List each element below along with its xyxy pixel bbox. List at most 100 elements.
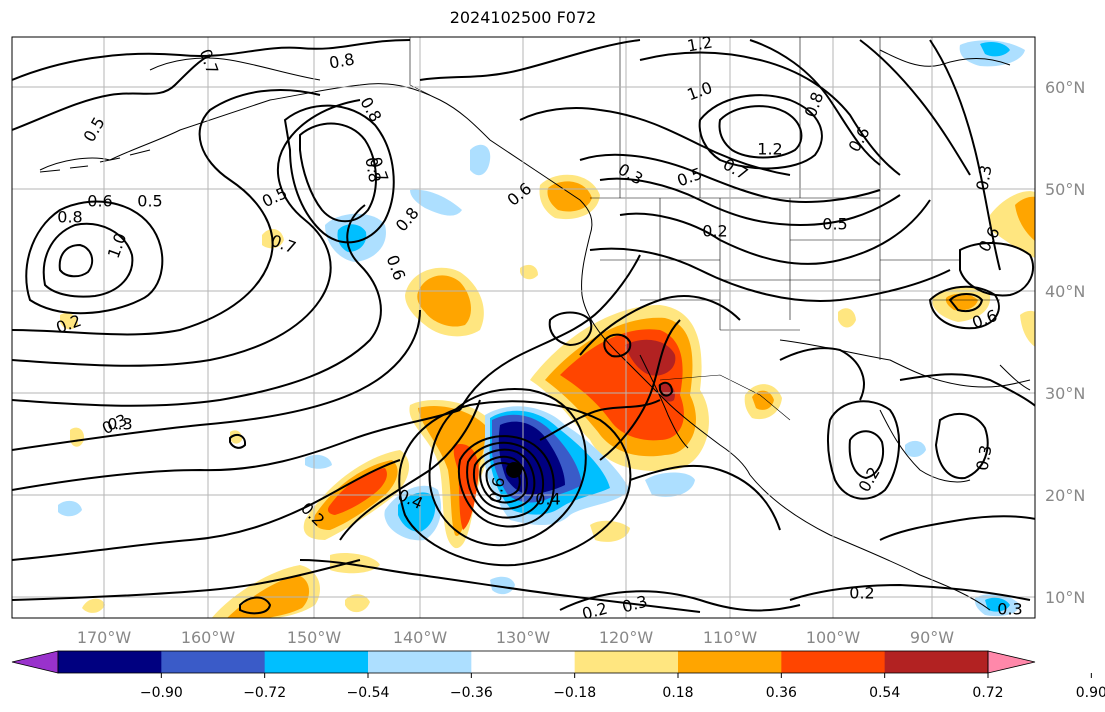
anomaly-orange — [1015, 196, 1035, 242]
colorbar-frame — [57, 650, 989, 674]
longitude-tick-label: 170°W — [77, 628, 132, 647]
anomaly-yellow — [1020, 310, 1035, 347]
contour-line — [12, 409, 461, 491]
canada-province — [619, 37, 881, 198]
anomaly-red — [327, 468, 387, 515]
latitude-tick-label: 30°N — [1045, 384, 1085, 403]
contour-line — [548, 311, 593, 347]
contour-line — [299, 559, 701, 613]
anomaly-light-blue — [470, 144, 491, 176]
contour-line — [12, 99, 361, 367]
contour-line — [339, 399, 481, 541]
colorbar-tick-label: 0.90 — [1076, 685, 1105, 701]
contour-line — [12, 559, 361, 601]
contour-line — [579, 295, 741, 356]
colorbar-tick-label: −0.72 — [243, 685, 286, 701]
anomaly-cyan — [398, 492, 436, 532]
latitude-tick-label: 50°N — [1045, 180, 1085, 199]
anomaly-yellow — [230, 430, 243, 444]
contour-line — [473, 448, 536, 510]
anomaly-yellow — [520, 264, 538, 280]
contour-line — [459, 254, 641, 411]
contour-line — [718, 105, 803, 159]
contour-line — [789, 583, 1031, 601]
longitude-tick-label: 90°W — [910, 628, 954, 647]
latitude-labels: 60°N 50°N 40°N 30°N 20°N 10°N — [1045, 78, 1085, 607]
contour-label: 0.3 — [972, 164, 995, 192]
colorbar-extend-high — [987, 650, 1036, 674]
contour-line — [599, 319, 681, 461]
contours — [12, 39, 1035, 615]
longitude-labels: 170°W 160°W 150°W 140°W 130°W 120°W 110°W 100°W… — [77, 628, 954, 647]
anomaly-light-blue — [645, 472, 695, 497]
state-line — [600, 198, 1000, 360]
anomaly-yellow — [60, 313, 78, 330]
colorbar-tick-label: 0.54 — [869, 685, 900, 701]
contour-line — [12, 39, 411, 81]
chart-title: 2024102500 F072 — [449, 8, 597, 27]
contour-line — [929, 39, 1001, 271]
contour-line — [239, 596, 272, 615]
longitude-tick-label: 150°W — [287, 628, 342, 647]
contour-line — [959, 242, 1035, 297]
longitude-tick-label: 120°W — [599, 628, 654, 647]
contour-label: 0.6 — [87, 192, 112, 211]
colorbar-swatch — [471, 651, 576, 673]
contour-label: 1.2 — [757, 140, 782, 159]
contour-line — [12, 309, 421, 451]
colorbar-tick-label: −0.36 — [450, 685, 493, 701]
contour-line — [928, 285, 1000, 330]
contour-line — [12, 89, 321, 336]
contour-label: 0.5 — [822, 215, 847, 234]
anomaly-light-blue — [58, 500, 82, 517]
contour-line — [603, 333, 632, 358]
contour-label: 0.5 — [137, 192, 162, 211]
alaska-inner — [149, 57, 321, 81]
colorbar-tick-label: −0.54 — [347, 685, 390, 701]
contour-line — [639, 51, 901, 176]
contour-line — [42, 222, 134, 298]
contour-label: 0.3 — [997, 600, 1022, 619]
baja — [639, 354, 689, 449]
colorbar-swatch — [678, 651, 782, 673]
longitude-tick-label: 140°W — [393, 628, 448, 647]
contour-line — [859, 39, 971, 176]
contour-labels: 0.80.70.80.50.70.80.60.50.8 0.80.50.61.0 0… — [53, 32, 1022, 623]
colorbar-tick-label: −0.18 — [553, 685, 596, 701]
longitude-tick-label: 130°W — [496, 628, 551, 647]
anomaly-cyan — [980, 42, 1010, 57]
colorbar-swatch — [368, 651, 472, 673]
longitude-tick-label: 110°W — [703, 628, 758, 647]
contour-line — [58, 243, 94, 278]
aleutians — [39, 149, 151, 173]
contour-label: 0.3 — [972, 444, 995, 472]
contour-label: 0.3 — [107, 415, 132, 434]
contour-line — [779, 347, 865, 401]
anomaly-yellow — [590, 520, 630, 542]
colorbar-swatch — [884, 651, 989, 673]
contour-line — [299, 122, 377, 223]
contour-line — [457, 435, 555, 528]
anomaly-orange — [417, 275, 472, 327]
contour-line — [428, 388, 587, 547]
contour-line — [848, 430, 884, 480]
contour-label: 1.2 — [686, 32, 714, 55]
hudson-area — [879, 49, 1011, 67]
contour-line — [934, 412, 989, 480]
contour-line — [899, 373, 1035, 407]
contour-line — [659, 381, 674, 397]
latitude-tick-label: 10°N — [1045, 588, 1085, 607]
anomaly-cyan — [337, 224, 367, 252]
florida — [999, 364, 1031, 391]
contour-line — [12, 204, 382, 407]
contour-line — [479, 455, 528, 504]
contour-line — [539, 399, 661, 441]
contour-line — [12, 54, 211, 131]
contour-line — [826, 400, 901, 500]
us-mexico-border — [659, 374, 791, 421]
contour-label: 0.4 — [535, 490, 560, 509]
contour-line — [229, 433, 247, 449]
colorbar-tick-label: 0.18 — [662, 685, 693, 701]
